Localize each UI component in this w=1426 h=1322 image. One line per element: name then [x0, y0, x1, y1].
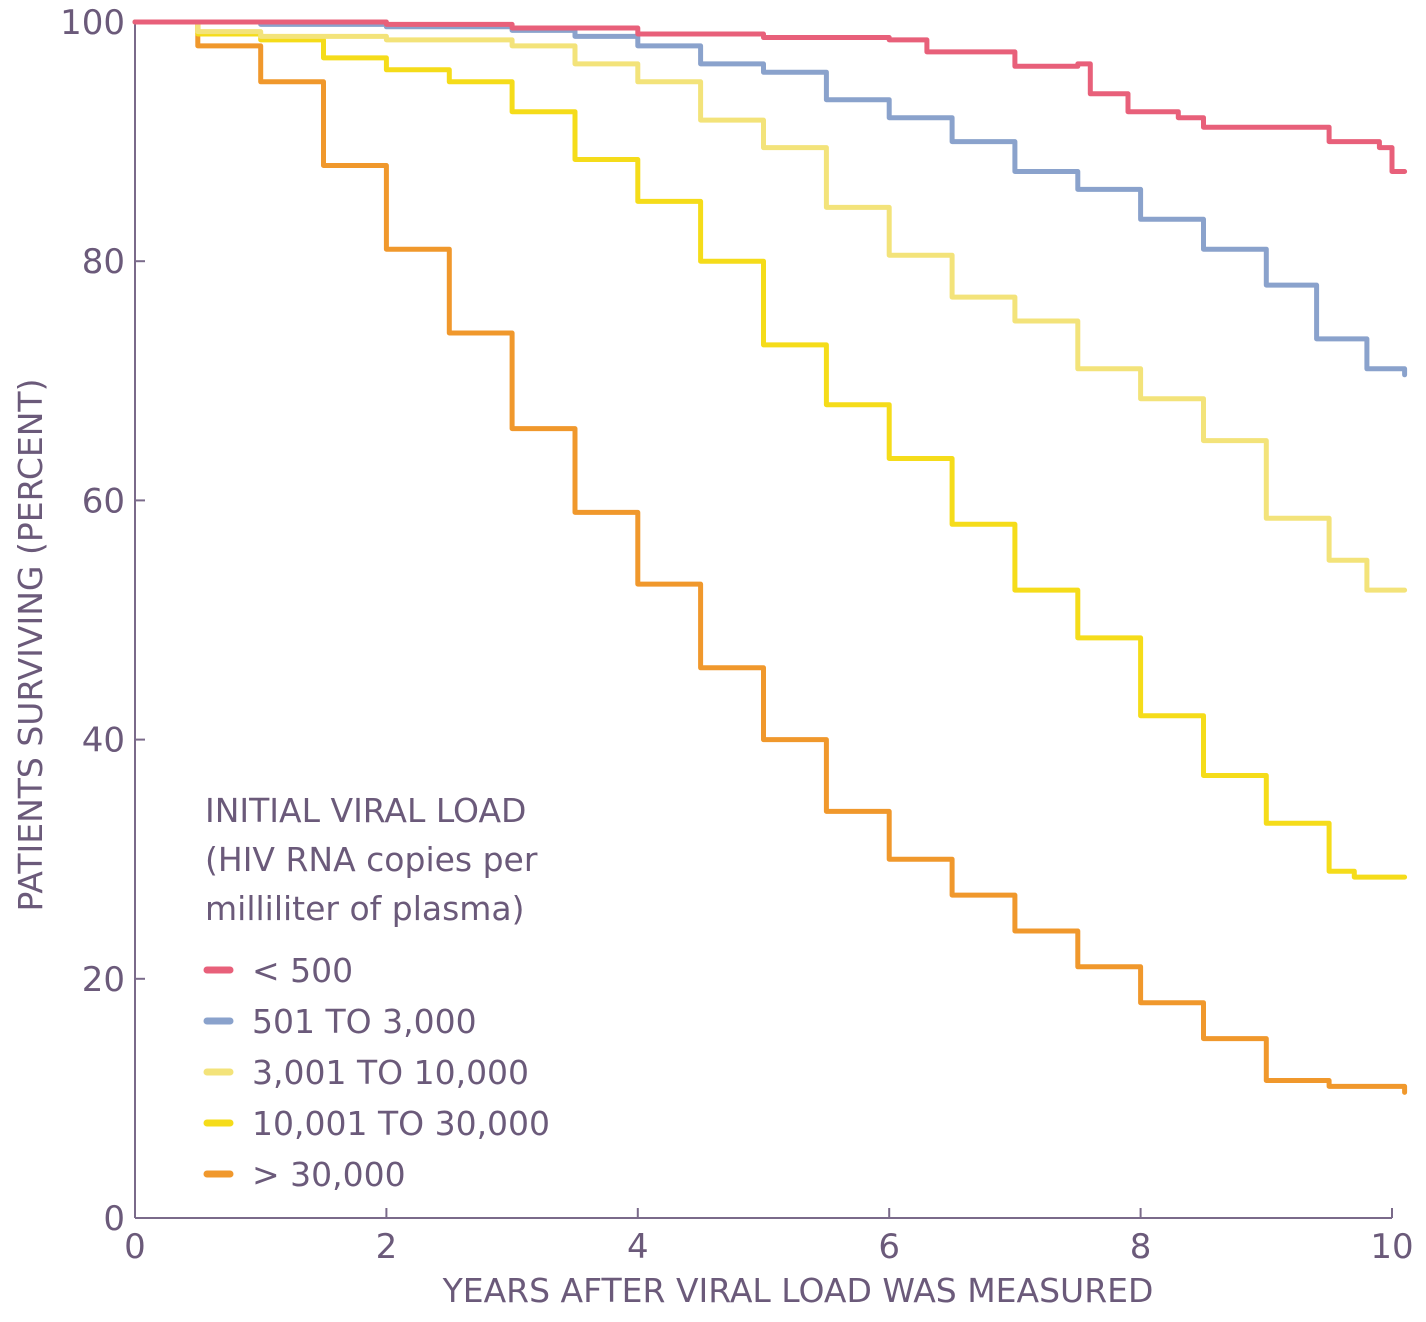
y-tick-label: 40 — [82, 721, 125, 761]
x-tick-label: 2 — [376, 1227, 398, 1267]
legend-label: 3,001 TO 10,000 — [252, 1053, 529, 1092]
series-line — [132, 19, 1408, 880]
series-line — [132, 19, 1408, 1095]
axes — [134, 22, 1392, 1219]
legend-label: 501 TO 3,000 — [252, 1002, 477, 1041]
x-tick-label: 6 — [878, 1227, 900, 1267]
legend-title-line-1: INITIAL VIRAL LOAD — [205, 791, 526, 830]
x-axis-title: YEARS AFTER VIRAL LOAD WAS MEASURED — [442, 1271, 1154, 1310]
y-tick-label: 100 — [60, 3, 125, 43]
x-ticks: 0 2 4 6 8 10 — [124, 1208, 1414, 1267]
series-line — [132, 19, 1408, 593]
y-axis-title: PATIENTS SURVIVING (PERCENT) — [11, 379, 50, 912]
series-line — [132, 19, 1408, 378]
x-tick-label: 10 — [1370, 1227, 1413, 1267]
x-tick-label: 0 — [124, 1227, 146, 1267]
legend: INITIAL VIRAL LOAD (HIV RNA copies per m… — [203, 791, 550, 1194]
series-line — [132, 19, 1408, 174]
series-lines — [132, 19, 1408, 1095]
x-tick-label: 4 — [627, 1227, 649, 1267]
x-tick-label: 8 — [1130, 1227, 1152, 1267]
legend-title-line-2: (HIV RNA copies per — [205, 840, 538, 879]
y-tick-label: 60 — [82, 481, 125, 521]
legend-label: 10,001 TO 30,000 — [252, 1104, 550, 1143]
y-tick-label: 80 — [82, 242, 125, 282]
legend-entries: < 500 501 TO 3,000 3,001 TO 10,000 10,001 T… — [203, 951, 550, 1194]
y-tick-label: 20 — [82, 960, 125, 1000]
legend-label: > 30,000 — [252, 1155, 406, 1194]
y-ticks: 0 20 40 60 80 100 — [60, 3, 145, 1239]
y-tick-label: 0 — [103, 1199, 125, 1239]
legend-title-line-3: milliliter of plasma) — [205, 889, 525, 928]
legend-label: < 500 — [252, 951, 353, 990]
